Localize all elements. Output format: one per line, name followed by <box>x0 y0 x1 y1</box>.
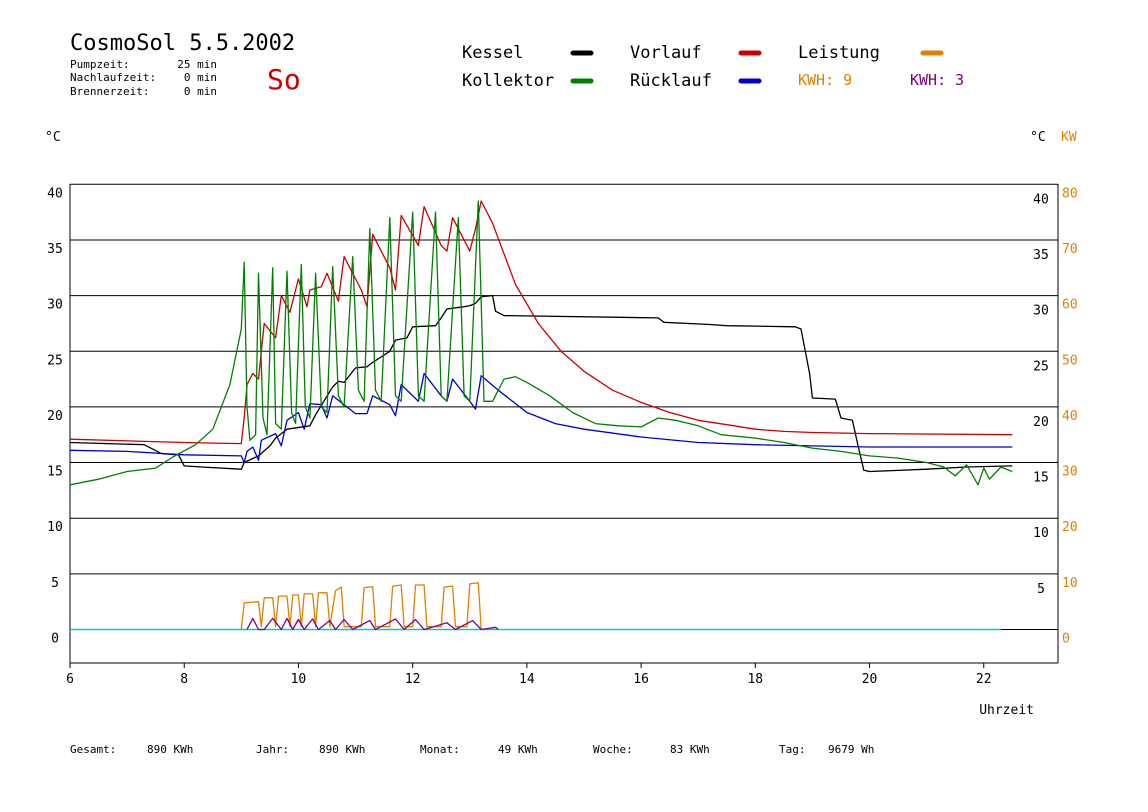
footer-totals: Gesamt: 890 KWh Jahr: 890 KWh Monat: 49 … <box>70 743 874 756</box>
legend-label-leistung: Leistung <box>798 43 880 63</box>
y-tick-right-kw-80: 80 <box>1062 186 1078 201</box>
x-tick-18: 18 <box>747 672 763 687</box>
series-line-leistung <box>240 582 482 630</box>
info-block: Pumpzeit: 25 min Nachlaufzeit: 0 min Bre… <box>70 58 217 98</box>
y-tick-right-c-20: 20 <box>1033 415 1049 430</box>
tick-labels: 0 5 10 15 20 25 30 35 40 5 10 15 20 25 30 35 40 0 10 20 30 40… <box>47 186 1077 687</box>
x-tick-16: 16 <box>633 672 649 687</box>
y-tick-left-30: 30 <box>47 298 63 313</box>
legend: Kessel Kollektor Vorlauf Rücklauf Leistu… <box>462 43 964 91</box>
y-tick-left-5: 5 <box>51 576 59 591</box>
y-tick-right-c-25: 25 <box>1033 359 1049 374</box>
y-tick-right-c-15: 15 <box>1033 471 1049 486</box>
grid <box>70 183 1058 575</box>
y-tick-left-20: 20 <box>47 409 63 424</box>
x-tick-8: 8 <box>180 672 188 687</box>
y-axis-unit-right-kw: KW <box>1061 130 1077 145</box>
legend-kwh-1: KWH: 9 <box>798 71 852 89</box>
x-tick-10: 10 <box>291 672 307 687</box>
footer-value-jahr: 890 KWh <box>319 743 365 756</box>
y-tick-right-kw-30: 30 <box>1062 465 1078 480</box>
footer-value-woche: 83 KWh <box>670 743 710 756</box>
y-tick-right-kw-0: 0 <box>1062 632 1070 647</box>
series-line-kwh2 <box>246 617 499 631</box>
series-lines <box>69 200 1013 631</box>
y-tick-left-0: 0 <box>51 632 59 647</box>
y-tick-right-c-5: 5 <box>1037 582 1045 597</box>
footer-value-gesamt: 890 KWh <box>147 743 193 756</box>
series-line-ruecklauf <box>69 372 1013 464</box>
chart-title: CosmoSol 5.5.2002 <box>70 31 295 56</box>
y-tick-left-35: 35 <box>47 242 63 257</box>
y-tick-right-kw-70: 70 <box>1062 242 1078 257</box>
y-tick-right-c-40: 40 <box>1033 192 1049 207</box>
axes <box>69 184 1059 664</box>
footer-label-woche: Woche: <box>593 743 633 756</box>
footer-value-tag: 9679 Wh <box>828 743 874 756</box>
info-value-pumpzeit: 25 min <box>177 58 217 71</box>
y-tick-left-40: 40 <box>47 186 63 201</box>
legend-label-kollektor: Kollektor <box>462 71 554 91</box>
footer-label-jahr: Jahr: <box>256 743 289 756</box>
y-tick-right-kw-10: 10 <box>1062 576 1078 591</box>
y-tick-right-c-10: 10 <box>1033 526 1049 541</box>
y-tick-right-c-30: 30 <box>1033 304 1049 319</box>
footer-label-monat: Monat: <box>420 743 460 756</box>
y-tick-right-kw-60: 60 <box>1062 298 1078 313</box>
y-tick-left-10: 10 <box>47 520 63 535</box>
x-tick-22: 22 <box>976 672 992 687</box>
footer-label-gesamt: Gesamt: <box>70 743 116 756</box>
series-line-kollektor <box>69 200 1013 486</box>
info-value-nachlaufzeit: 0 min <box>184 71 217 84</box>
footer-value-monat: 49 KWh <box>498 743 538 756</box>
y-tick-right-kw-20: 20 <box>1062 520 1078 535</box>
info-label-nachlaufzeit: Nachlaufzeit: <box>70 71 156 84</box>
footer-label-tag: Tag: <box>779 743 806 756</box>
legend-label-ruecklauf: Rücklauf <box>630 71 712 91</box>
info-label-brennerzeit: Brennerzeit: <box>70 85 149 98</box>
y-axis-unit-right-c: °C <box>1030 130 1046 145</box>
day-label: So <box>267 63 301 96</box>
info-label-pumpzeit: Pumpzeit: <box>70 58 130 71</box>
series-line-kessel <box>69 294 1013 473</box>
y-tick-right-kw-50: 50 <box>1062 353 1078 368</box>
legend-label-kessel: Kessel <box>462 43 523 63</box>
info-value-brennerzeit: 0 min <box>184 85 217 98</box>
y-axis-unit-left: °C <box>45 130 61 145</box>
x-tick-14: 14 <box>519 672 535 687</box>
legend-kwh-2: KWH: 3 <box>910 71 964 89</box>
y-tick-left-15: 15 <box>47 465 63 480</box>
y-tick-right-kw-40: 40 <box>1062 409 1078 424</box>
y-tick-left-25: 25 <box>47 353 63 368</box>
y-tick-right-c-35: 35 <box>1033 248 1049 263</box>
x-tick-6: 6 <box>66 672 74 687</box>
x-tick-12: 12 <box>405 672 421 687</box>
x-axis-label: Uhrzeit <box>979 703 1034 718</box>
x-tick-20: 20 <box>862 672 878 687</box>
series-line-vorlauf <box>69 200 1013 445</box>
legend-label-vorlauf: Vorlauf <box>630 43 702 63</box>
